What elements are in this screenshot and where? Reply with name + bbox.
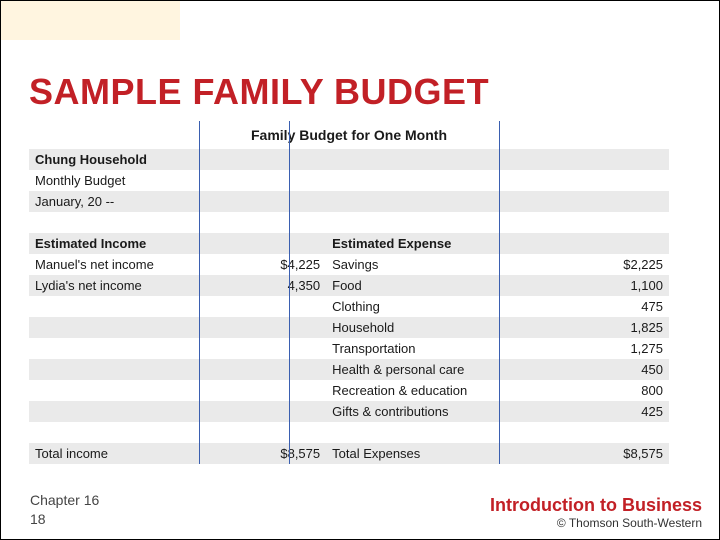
expense-amount: 475 xyxy=(566,296,669,317)
table-row: Lydia's net income 4,350 Food 1,100 xyxy=(29,275,669,296)
table-row: Gifts & contributions 425 xyxy=(29,401,669,422)
totals-row: Total income $8,575 Total Expenses $8,57… xyxy=(29,443,669,464)
meta-label: Monthly Budget xyxy=(29,170,223,191)
column-divider xyxy=(289,121,290,464)
expense-amount: $2,225 xyxy=(566,254,669,275)
expense-label: Savings xyxy=(326,254,566,275)
table-header: Family Budget for One Month xyxy=(29,121,669,149)
expense-label: Food xyxy=(326,275,566,296)
table-row: Monthly Budget xyxy=(29,170,669,191)
expense-amount: 800 xyxy=(566,380,669,401)
course-title: Introduction to Business xyxy=(490,495,702,516)
income-total-amount: $8,575 xyxy=(223,443,326,464)
table-row: Chung Household xyxy=(29,149,669,170)
expense-amount: 1,100 xyxy=(566,275,669,296)
table-row: Clothing 475 xyxy=(29,296,669,317)
budget-table: Family Budget for One Month Chung Househ… xyxy=(29,121,669,464)
expense-label: Health & personal care xyxy=(326,359,566,380)
table-row: January, 20 -- xyxy=(29,191,669,212)
expense-total-amount: $8,575 xyxy=(566,443,669,464)
expense-label: Household xyxy=(326,317,566,338)
footer-right: Introduction to Business © Thomson South… xyxy=(490,495,702,530)
expense-label: Gifts & contributions xyxy=(326,401,566,422)
table-row: Transportation 1,275 xyxy=(29,338,669,359)
page-number: 18 xyxy=(30,510,99,530)
spacer-row xyxy=(29,212,669,233)
meta-label: Chung Household xyxy=(29,149,223,170)
expense-total-label: Total Expenses xyxy=(326,443,566,464)
table-row: Health & personal care 450 xyxy=(29,359,669,380)
expense-amount: 1,825 xyxy=(566,317,669,338)
income-section-title: Estimated Income xyxy=(29,233,223,254)
expense-label: Transportation xyxy=(326,338,566,359)
expense-section-title: Estimated Expense xyxy=(326,233,566,254)
expense-amount: 425 xyxy=(566,401,669,422)
income-amount: 4,350 xyxy=(223,275,326,296)
copyright: © Thomson South-Western xyxy=(490,516,702,530)
expense-amount: 450 xyxy=(566,359,669,380)
table-row: Household 1,825 xyxy=(29,317,669,338)
slide-title: SAMPLE FAMILY BUDGET xyxy=(29,71,691,113)
slide-footer: Chapter 16 18 Introduction to Business ©… xyxy=(0,483,720,540)
expense-label: Clothing xyxy=(326,296,566,317)
spacer-row xyxy=(29,422,669,443)
column-divider xyxy=(199,121,200,464)
income-label: Manuel's net income xyxy=(29,254,223,275)
slide-frame: SAMPLE FAMILY BUDGET Family Budget for O… xyxy=(0,0,720,540)
table-header-row: Family Budget for One Month xyxy=(29,121,669,149)
expense-amount: 1,275 xyxy=(566,338,669,359)
table-row: Recreation & education 800 xyxy=(29,380,669,401)
section-title-row: Estimated Income Estimated Expense xyxy=(29,233,669,254)
footer-left: Chapter 16 18 xyxy=(30,491,99,530)
income-amount: $4,225 xyxy=(223,254,326,275)
column-divider xyxy=(499,121,500,464)
table-row: Manuel's net income $4,225 Savings $2,22… xyxy=(29,254,669,275)
budget-table-wrapper: Family Budget for One Month Chung Househ… xyxy=(29,121,691,464)
expense-label: Recreation & education xyxy=(326,380,566,401)
chapter-label: Chapter 16 xyxy=(30,491,99,511)
income-total-label: Total income xyxy=(29,443,223,464)
meta-label: January, 20 -- xyxy=(29,191,223,212)
income-label: Lydia's net income xyxy=(29,275,223,296)
